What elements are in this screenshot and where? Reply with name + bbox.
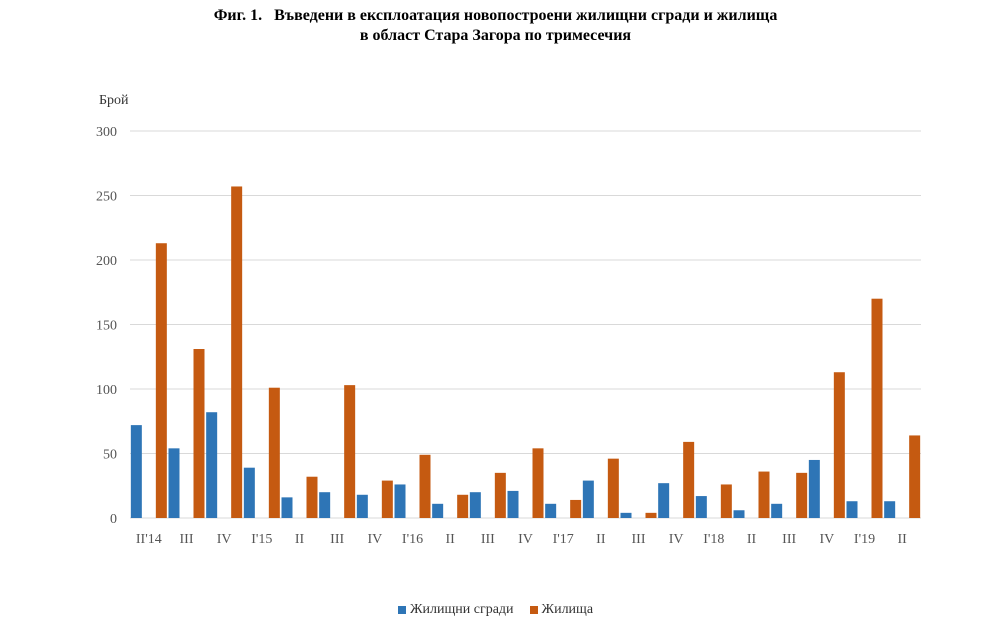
x-tick-label: IV (367, 532, 382, 547)
bar-dwellings (419, 454, 431, 518)
bar-buildings (394, 484, 406, 518)
x-tick-label: IV (669, 532, 684, 547)
y-axis-ticks: 0 50 100 150 200 250 300 (96, 125, 117, 527)
x-tick-label: I'19 (854, 532, 875, 547)
bar-buildings (206, 412, 218, 518)
y-tick-label: 200 (96, 254, 117, 269)
x-tick-label: III (330, 532, 344, 547)
x-tick-label: II (747, 532, 757, 547)
x-tick-label: I'15 (251, 532, 272, 547)
bar-dwellings (833, 372, 845, 518)
legend: Жилищни сгради Жилища (0, 602, 991, 618)
chart-title: Фиг. 1. Въведени в експлоатация новопост… (0, 6, 991, 46)
y-tick-label: 250 (96, 190, 117, 205)
legend-item: Жилища (529, 602, 594, 618)
bar-buildings (469, 492, 481, 518)
y-tick-label: 150 (96, 319, 117, 334)
bar-dwellings (871, 298, 883, 518)
chart-title-line-2: в област Стара Загора по тримесечия (359, 27, 632, 44)
bar-buildings (846, 501, 858, 518)
x-tick-label: III (632, 532, 646, 547)
x-tick-label: II (295, 532, 305, 547)
x-tick-label: I'18 (703, 532, 724, 547)
bar-dwellings (381, 480, 393, 518)
bar-dwellings (193, 349, 205, 518)
legend-label: Жилища (541, 602, 594, 617)
bar-dwellings (607, 458, 619, 518)
y-tick-label: 0 (110, 512, 117, 527)
bar-buildings (620, 512, 632, 518)
x-tick-label: IV (819, 532, 834, 547)
bar-dwellings (532, 448, 544, 518)
x-tick-label: IV (217, 532, 232, 547)
bar-dwellings (457, 494, 469, 518)
bar-dwellings (645, 512, 657, 518)
bar-buildings (771, 503, 783, 518)
bar-dwellings (758, 471, 770, 518)
y-tick-label: 100 (96, 383, 117, 398)
bar-buildings (733, 510, 745, 518)
bar-buildings (281, 497, 293, 518)
x-tick-label: II (898, 532, 908, 547)
legend-swatch (529, 605, 538, 614)
x-axis-ticks: II'14 III IV I'15 II III IV I'16 II III IV I'17 II II… (136, 532, 907, 547)
bar-buildings (658, 483, 670, 518)
bar-buildings (243, 467, 255, 518)
bar-dwellings (796, 472, 808, 518)
bar-dwellings (268, 387, 280, 518)
bar-buildings (168, 448, 180, 518)
bar-buildings (432, 503, 444, 518)
y-tick-label: 300 (96, 125, 117, 140)
x-tick-label: III (481, 532, 495, 547)
bar-chart: Брой 0 50 100 150 200 250 300 II'14 III IV I'15 II… (96, 93, 921, 547)
bar-dwellings (344, 385, 356, 518)
gridlines (130, 130, 921, 519)
bar-buildings (582, 480, 594, 518)
x-tick-label: III (180, 532, 194, 547)
x-tick-label: IV (518, 532, 533, 547)
bar-buildings (356, 494, 368, 518)
bar-dwellings (570, 499, 582, 518)
bar-buildings (319, 492, 331, 518)
bar-dwellings (683, 441, 695, 518)
legend-label: Жилищни сгради (409, 602, 514, 617)
bar-buildings (808, 459, 820, 518)
bar-buildings (695, 496, 707, 518)
x-tick-label: II (446, 532, 456, 547)
bar-dwellings (231, 186, 243, 518)
chart-title-line-1: Фиг. 1. Въведени в експлоатация новопост… (213, 7, 778, 24)
bars (130, 186, 921, 519)
bar-dwellings (909, 435, 921, 518)
y-axis-label: Брой (99, 93, 129, 108)
x-tick-label: III (782, 532, 796, 547)
y-tick-label: 50 (103, 448, 117, 463)
x-tick-label: II (596, 532, 606, 547)
bar-dwellings (494, 472, 506, 518)
bar-buildings (884, 501, 896, 518)
legend-item: Жилищни сгради (397, 602, 514, 618)
x-tick-label: II'14 (136, 532, 162, 547)
bar-buildings (130, 425, 142, 518)
bar-dwellings (306, 476, 318, 518)
bar-dwellings (720, 484, 732, 518)
bar-buildings (545, 503, 557, 518)
legend-swatch (397, 605, 406, 614)
x-tick-label: I'16 (402, 532, 423, 547)
x-tick-label: I'17 (553, 532, 574, 547)
bar-dwellings (155, 243, 167, 519)
bar-buildings (507, 490, 519, 518)
